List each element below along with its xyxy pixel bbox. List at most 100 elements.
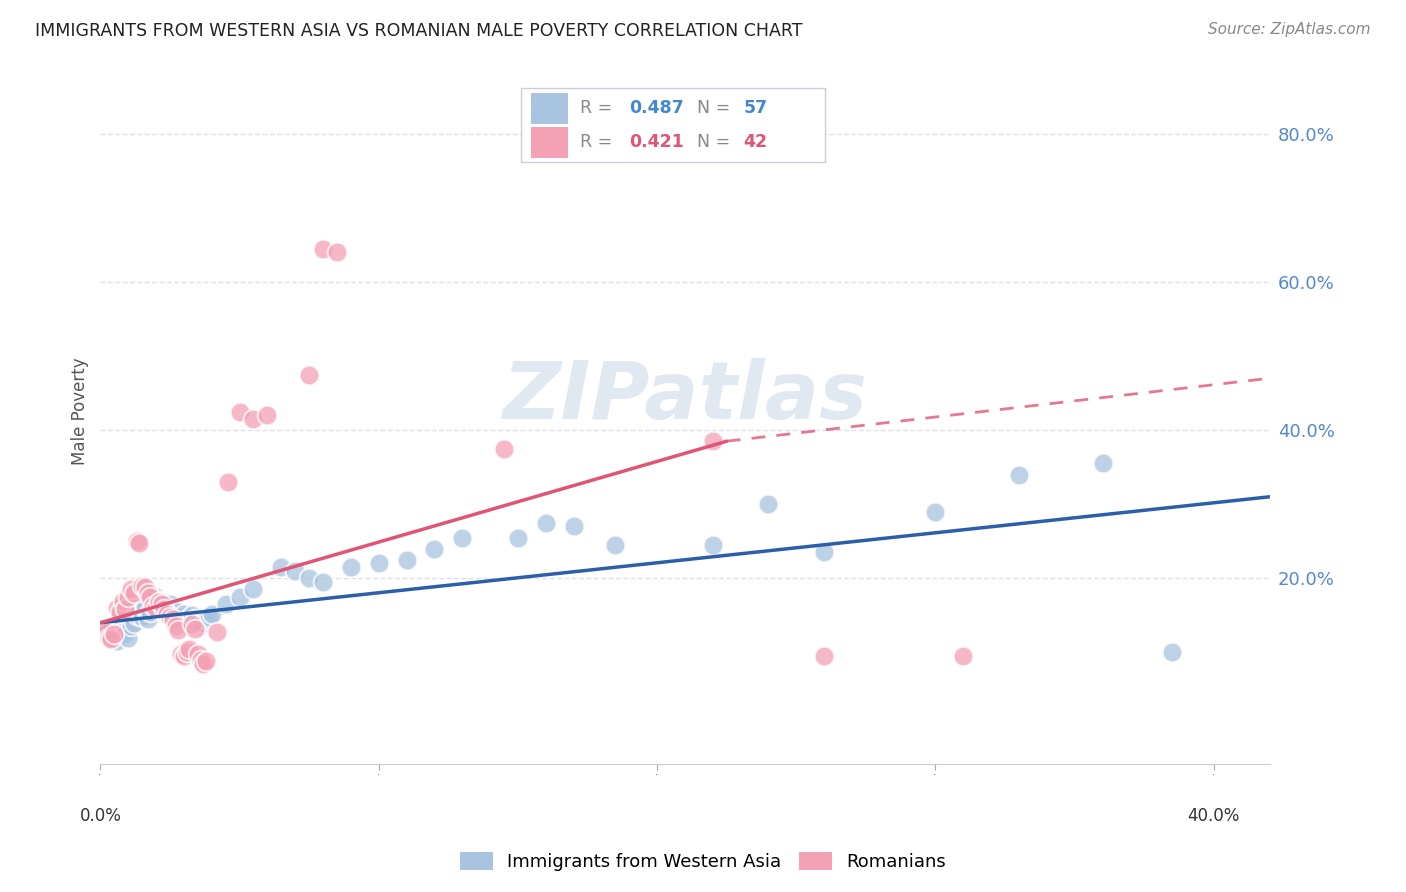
Point (605, 538, 627, 552)
Point (139, 590, 162, 604)
Point (562, 519, 585, 533)
Point (201, 607, 224, 621)
Point (395, 553, 418, 567)
FancyBboxPatch shape (530, 93, 568, 124)
Point (142, 599, 165, 614)
Point (117, 590, 139, 604)
Text: 0.0%: 0.0% (79, 806, 121, 824)
Point (284, 564, 307, 578)
Point (187, 647, 209, 661)
Point (108, 605, 131, 619)
FancyBboxPatch shape (530, 127, 568, 158)
Point (100, 631, 122, 645)
Point (153, 601, 176, 615)
Point (228, 404, 250, 418)
Point (94, 624, 117, 639)
Text: IMMIGRANTS FROM WESTERN ASIA VS ROMANIAN MALE POVERTY CORRELATION CHART: IMMIGRANTS FROM WESTERN ASIA VS ROMANIAN… (35, 22, 803, 40)
Point (114, 602, 136, 616)
Point (195, 612, 218, 626)
Point (176, 645, 198, 659)
Point (952, 649, 974, 664)
Point (120, 582, 142, 597)
Point (190, 619, 212, 633)
Point (145, 590, 167, 604)
Point (176, 612, 198, 626)
Point (114, 627, 136, 641)
Point (298, 571, 321, 585)
Point (195, 654, 218, 668)
Text: 57: 57 (744, 99, 768, 118)
Point (170, 610, 193, 624)
Point (94, 627, 117, 641)
Point (228, 590, 250, 604)
Point (173, 607, 195, 621)
Point (298, 368, 321, 382)
Text: 0.421: 0.421 (628, 134, 683, 152)
Point (367, 557, 389, 571)
Point (451, 531, 474, 545)
Point (214, 597, 236, 611)
Point (136, 586, 159, 600)
Point (534, 516, 557, 530)
Point (312, 242, 335, 256)
Point (162, 602, 184, 616)
Point (122, 586, 145, 600)
Point (184, 622, 207, 636)
Point (159, 597, 181, 611)
Text: N =: N = (696, 99, 735, 118)
Point (125, 534, 148, 549)
Point (217, 475, 239, 489)
Point (91, 623, 114, 637)
Point (162, 612, 184, 626)
Point (128, 605, 150, 619)
Text: R =: R = (579, 134, 617, 152)
Point (105, 601, 128, 615)
Point (758, 497, 780, 511)
Point (156, 605, 179, 619)
Point (181, 608, 204, 623)
Point (340, 560, 363, 574)
Point (242, 412, 264, 426)
Text: Source: ZipAtlas.com: Source: ZipAtlas.com (1208, 22, 1371, 37)
Point (187, 617, 209, 632)
Text: R =: R = (579, 99, 617, 118)
Point (111, 593, 134, 607)
Point (165, 608, 187, 623)
Point (136, 612, 159, 626)
Point (150, 595, 173, 609)
Point (190, 653, 212, 667)
Point (207, 624, 229, 639)
Point (1008, 467, 1031, 482)
Point (145, 601, 167, 615)
Point (131, 579, 153, 593)
Point (150, 597, 173, 611)
Point (179, 615, 201, 630)
Point (1161, 645, 1184, 659)
Point (1091, 457, 1114, 471)
Point (924, 505, 946, 519)
Point (103, 632, 125, 646)
Point (111, 624, 134, 639)
Point (100, 632, 122, 646)
Point (131, 610, 153, 624)
Point (117, 631, 139, 645)
Text: 40.0%: 40.0% (1188, 806, 1240, 824)
Point (256, 409, 278, 423)
Point (326, 245, 349, 260)
Point (242, 582, 264, 597)
Point (156, 607, 179, 621)
Point (165, 619, 187, 633)
Point (167, 605, 190, 619)
Text: 0.487: 0.487 (628, 99, 683, 118)
Point (492, 442, 515, 456)
Point (193, 615, 215, 630)
Point (134, 601, 156, 615)
Point (128, 535, 150, 549)
Text: 42: 42 (744, 134, 768, 152)
Point (270, 560, 292, 574)
Point (506, 531, 529, 545)
FancyBboxPatch shape (522, 87, 825, 161)
Point (97, 631, 120, 645)
Text: ZIPatlas: ZIPatlas (502, 359, 868, 436)
Legend: Immigrants from Western Asia, Romanians: Immigrants from Western Asia, Romanians (453, 845, 953, 879)
